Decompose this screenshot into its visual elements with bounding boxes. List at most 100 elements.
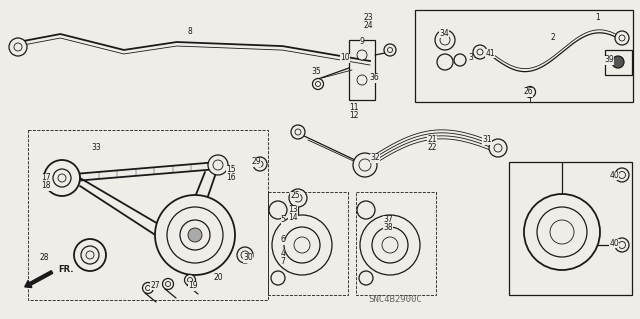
Circle shape	[477, 49, 483, 55]
Text: 24: 24	[363, 21, 373, 31]
Text: 37: 37	[383, 216, 393, 225]
Circle shape	[184, 275, 195, 286]
Text: 27: 27	[150, 280, 160, 290]
Circle shape	[473, 45, 487, 59]
Circle shape	[387, 48, 392, 53]
Circle shape	[163, 278, 173, 290]
Text: 36: 36	[369, 73, 379, 83]
Text: 13: 13	[288, 205, 298, 214]
Text: 31: 31	[482, 136, 492, 145]
Circle shape	[359, 159, 371, 171]
Circle shape	[359, 271, 373, 285]
Text: 18: 18	[41, 182, 51, 190]
Text: 16: 16	[226, 174, 236, 182]
Circle shape	[58, 174, 66, 182]
Text: 19: 19	[188, 281, 198, 291]
Circle shape	[294, 194, 302, 202]
Circle shape	[384, 44, 396, 56]
Text: 40: 40	[609, 239, 619, 248]
Bar	[605, 50, 632, 75]
Circle shape	[550, 220, 574, 244]
Text: 39: 39	[604, 56, 614, 64]
Text: 26: 26	[523, 87, 533, 97]
Text: 4: 4	[280, 249, 285, 257]
Circle shape	[612, 56, 624, 68]
Text: 34: 34	[439, 28, 449, 38]
Circle shape	[237, 247, 253, 263]
Bar	[356, 192, 436, 295]
Circle shape	[143, 283, 154, 293]
Circle shape	[537, 207, 587, 257]
Circle shape	[188, 278, 193, 283]
Text: 3: 3	[468, 54, 474, 63]
Text: 2: 2	[550, 33, 556, 42]
Circle shape	[618, 172, 625, 179]
Text: 1: 1	[596, 13, 600, 23]
Text: SNC4B2900C: SNC4B2900C	[368, 295, 422, 305]
Circle shape	[524, 194, 600, 270]
Circle shape	[437, 54, 453, 70]
Circle shape	[269, 201, 287, 219]
Circle shape	[294, 237, 310, 253]
Circle shape	[357, 50, 367, 60]
Circle shape	[213, 160, 223, 170]
Circle shape	[167, 207, 223, 263]
Text: 6: 6	[280, 235, 285, 244]
Circle shape	[208, 155, 228, 175]
Circle shape	[316, 81, 321, 86]
Text: 28: 28	[39, 254, 49, 263]
Circle shape	[353, 153, 377, 177]
Circle shape	[619, 35, 625, 41]
Text: 32: 32	[370, 153, 380, 162]
Text: 40: 40	[609, 170, 619, 180]
Text: 38: 38	[383, 224, 393, 233]
Circle shape	[9, 38, 27, 56]
Text: 33: 33	[91, 144, 101, 152]
Circle shape	[241, 251, 249, 259]
Text: 9: 9	[360, 38, 364, 47]
Circle shape	[291, 125, 305, 139]
Text: 21: 21	[428, 136, 436, 145]
Text: 22: 22	[428, 144, 436, 152]
Circle shape	[53, 169, 71, 187]
Circle shape	[180, 220, 210, 250]
Circle shape	[382, 237, 398, 253]
Circle shape	[494, 144, 502, 152]
Text: 12: 12	[349, 112, 359, 121]
Circle shape	[14, 43, 22, 51]
Text: FR.: FR.	[58, 265, 74, 275]
Circle shape	[86, 251, 94, 259]
Circle shape	[295, 129, 301, 135]
Text: 29: 29	[251, 158, 261, 167]
Text: 10: 10	[340, 54, 350, 63]
Circle shape	[166, 281, 170, 286]
Bar	[415, 10, 633, 102]
Circle shape	[357, 75, 367, 85]
Circle shape	[257, 161, 263, 167]
Circle shape	[615, 168, 629, 182]
Circle shape	[312, 78, 323, 90]
Circle shape	[527, 90, 532, 94]
Text: 17: 17	[41, 174, 51, 182]
Text: 15: 15	[226, 166, 236, 174]
Circle shape	[44, 160, 80, 196]
Circle shape	[271, 271, 285, 285]
Circle shape	[188, 228, 202, 242]
Text: 11: 11	[349, 103, 359, 113]
Circle shape	[435, 30, 455, 50]
Bar	[268, 192, 348, 295]
Text: 8: 8	[188, 27, 193, 36]
Text: 25: 25	[290, 191, 300, 201]
Circle shape	[272, 215, 332, 275]
Bar	[509, 162, 632, 295]
Text: 14: 14	[288, 213, 298, 222]
Text: 5: 5	[280, 216, 285, 225]
Bar	[28, 130, 268, 300]
Text: 7: 7	[280, 256, 285, 265]
Circle shape	[525, 86, 536, 98]
Circle shape	[360, 215, 420, 275]
Circle shape	[294, 228, 302, 236]
Text: 35: 35	[311, 68, 321, 77]
Circle shape	[489, 139, 507, 157]
Circle shape	[615, 238, 629, 252]
